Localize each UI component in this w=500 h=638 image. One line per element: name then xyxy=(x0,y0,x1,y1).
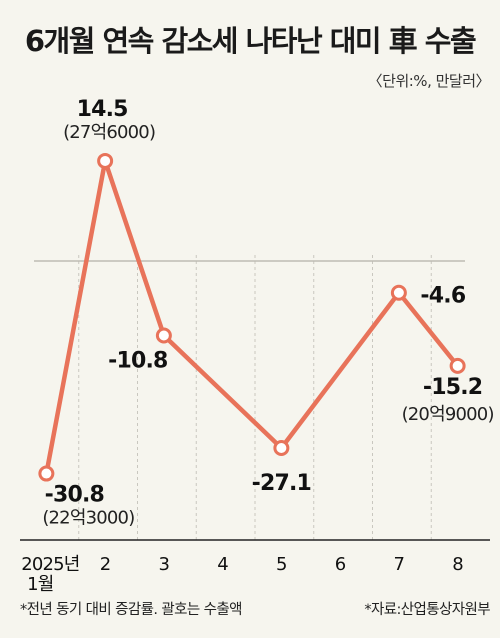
x-tick-label-line2: 1월 xyxy=(27,574,53,595)
footnote-source-note: *전년 동기 대비 증감률. 괄호는 수출액 xyxy=(20,602,242,618)
data-point xyxy=(97,152,114,169)
x-tick-label: 2 xyxy=(100,554,111,575)
value-label: 14.5 xyxy=(77,97,128,122)
x-tick-label: 2025년 xyxy=(21,554,79,575)
data-point xyxy=(449,357,466,374)
data-point xyxy=(38,465,55,482)
value-label: -4.6 xyxy=(420,284,465,309)
data-point xyxy=(390,284,407,301)
value-sublabel: (22억3000) xyxy=(42,508,134,529)
x-tick-label: 5 xyxy=(276,554,287,575)
series-line xyxy=(44,158,460,476)
x-tick-label: 7 xyxy=(394,554,405,575)
data-point xyxy=(155,327,172,344)
value-label: -27.1 xyxy=(252,471,311,496)
x-tick-label: 6 xyxy=(335,554,346,575)
x-tick-label: 3 xyxy=(159,554,170,575)
chart-title: 6개월 연속 감소세 나타난 대미 車 수출 xyxy=(24,24,477,58)
data-point xyxy=(273,440,290,456)
x-tick-label: 4 xyxy=(217,554,228,575)
value-label: -10.8 xyxy=(108,349,167,374)
value-label: -30.8 xyxy=(45,483,104,508)
value-label: -15.2 xyxy=(423,375,482,400)
value-sublabel: (20억9000) xyxy=(402,404,494,425)
x-tick-label: 8 xyxy=(452,554,463,575)
unit-note: 〈단위:%, 만달러〉 xyxy=(367,72,491,90)
value-sublabel: (27억6000) xyxy=(63,122,155,143)
footnote-source: *자료:산업통상자원부 xyxy=(364,602,490,618)
